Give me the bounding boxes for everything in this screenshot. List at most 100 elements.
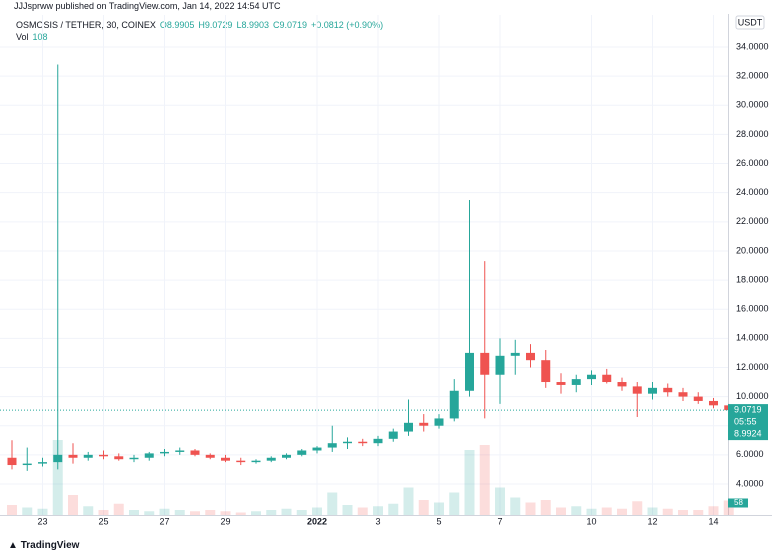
candle-body xyxy=(678,392,688,397)
volume-bar xyxy=(83,506,94,515)
volume-bar xyxy=(327,492,338,515)
x-tick-label: 2022 xyxy=(307,516,327,526)
volume-bar xyxy=(129,510,139,515)
volume-bar xyxy=(418,500,429,515)
candle-body xyxy=(693,396,703,401)
countdown: 05:55 xyxy=(734,416,757,426)
candle-body xyxy=(602,374,612,383)
symbol: OSMOSIS / TETHER, 30, COINEX xyxy=(16,20,156,30)
volume-bar xyxy=(617,508,627,515)
candle-body xyxy=(99,454,108,457)
candle-body xyxy=(266,457,276,461)
candle-body xyxy=(251,460,261,463)
volume-bar xyxy=(159,508,170,515)
candle-body xyxy=(480,352,490,375)
volume-bar xyxy=(601,507,612,515)
volume-bar xyxy=(296,510,307,515)
volume-bar xyxy=(281,508,292,515)
y-tick-label: 32.0000 xyxy=(736,71,769,81)
y-tick-label: 28.0000 xyxy=(736,129,769,139)
candle-body xyxy=(419,422,429,426)
candle-body xyxy=(297,450,307,455)
ohlc-change: +0.0812 (+0.90%) xyxy=(311,20,384,30)
ohlc-open: O8.9905 xyxy=(159,20,195,30)
volume-row: Vol 108 xyxy=(16,32,52,42)
x-tick-label: 12 xyxy=(647,516,657,526)
candle-body xyxy=(114,456,124,460)
volume-bar xyxy=(510,497,521,515)
candle-body xyxy=(449,390,459,419)
volume-bar xyxy=(479,445,490,515)
candle-body xyxy=(373,438,383,444)
volume-bar xyxy=(571,506,582,515)
x-tick-label: 3 xyxy=(375,516,380,526)
y-tick-label: 30.0000 xyxy=(736,100,769,110)
volume-bar xyxy=(525,502,536,515)
x-tick-label: 25 xyxy=(98,516,108,526)
last-price-label: 9.0719 xyxy=(734,404,762,414)
volume-bar xyxy=(98,510,109,515)
candle-body xyxy=(68,454,78,458)
candle-body xyxy=(434,418,444,426)
volume-bar xyxy=(312,507,322,515)
candle-body xyxy=(22,463,32,466)
volume-bar xyxy=(68,495,78,515)
y-tick-label: 24.0000 xyxy=(736,187,769,197)
candle-body xyxy=(709,400,718,406)
volume-bar xyxy=(556,507,566,515)
publisher: JJJsprww published on TradingView.com, J… xyxy=(14,1,281,11)
candle-body xyxy=(663,387,673,393)
volume-bar xyxy=(586,508,597,515)
candle-body xyxy=(587,374,596,380)
y-tick-label: 34.0000 xyxy=(736,41,769,51)
candle-body xyxy=(190,450,200,455)
volume-name: Vol xyxy=(16,32,29,42)
candle-body xyxy=(617,382,627,387)
x-tick-label: 29 xyxy=(220,516,230,526)
ohlc-low: L8.9903 xyxy=(236,20,269,30)
ohlc-high: H9.0729 xyxy=(198,20,233,30)
candle-body xyxy=(632,386,642,394)
volume-bar xyxy=(342,505,353,515)
x-tick-label: 10 xyxy=(586,516,596,526)
volume-bar xyxy=(662,508,673,515)
candle-body xyxy=(465,352,474,391)
volume-bar xyxy=(464,450,475,515)
y-tick-label: 12.0000 xyxy=(736,362,769,372)
bid-label: 8.9924 xyxy=(734,428,762,438)
volume-bar xyxy=(220,511,231,515)
volume-bar xyxy=(693,510,704,515)
candle-body xyxy=(175,450,185,452)
x-tick-label: 5 xyxy=(436,516,441,526)
candle-body xyxy=(282,454,291,458)
volume-value: 108 xyxy=(32,32,48,42)
candle-body xyxy=(343,441,352,444)
volume-bar xyxy=(22,507,33,515)
y-tick-label: 14.0000 xyxy=(736,333,769,343)
last-price-box xyxy=(728,404,768,441)
volume-bar xyxy=(174,510,185,515)
grid xyxy=(0,15,728,515)
volume-bar xyxy=(632,501,643,515)
volume-label: 58 xyxy=(734,498,743,507)
candle-body xyxy=(53,454,63,463)
time-axis-border xyxy=(0,515,772,516)
volume-bar xyxy=(113,503,124,515)
volume-bar xyxy=(205,510,216,515)
volume-bar xyxy=(388,503,399,515)
volume-bar xyxy=(647,507,658,515)
volume-bar xyxy=(723,500,734,515)
candle-body xyxy=(129,457,139,460)
volume-bar xyxy=(373,506,383,515)
candle-body xyxy=(205,454,215,458)
volume-bar xyxy=(266,510,277,515)
brand[interactable]: ▲ TradingView xyxy=(8,540,80,551)
volume-bar xyxy=(37,508,48,515)
candle-body xyxy=(556,382,566,385)
volume-bar xyxy=(235,512,246,515)
candle-body xyxy=(221,457,230,461)
volume-bar xyxy=(434,502,444,515)
candle-body xyxy=(388,431,398,439)
volume-bar xyxy=(678,510,688,515)
